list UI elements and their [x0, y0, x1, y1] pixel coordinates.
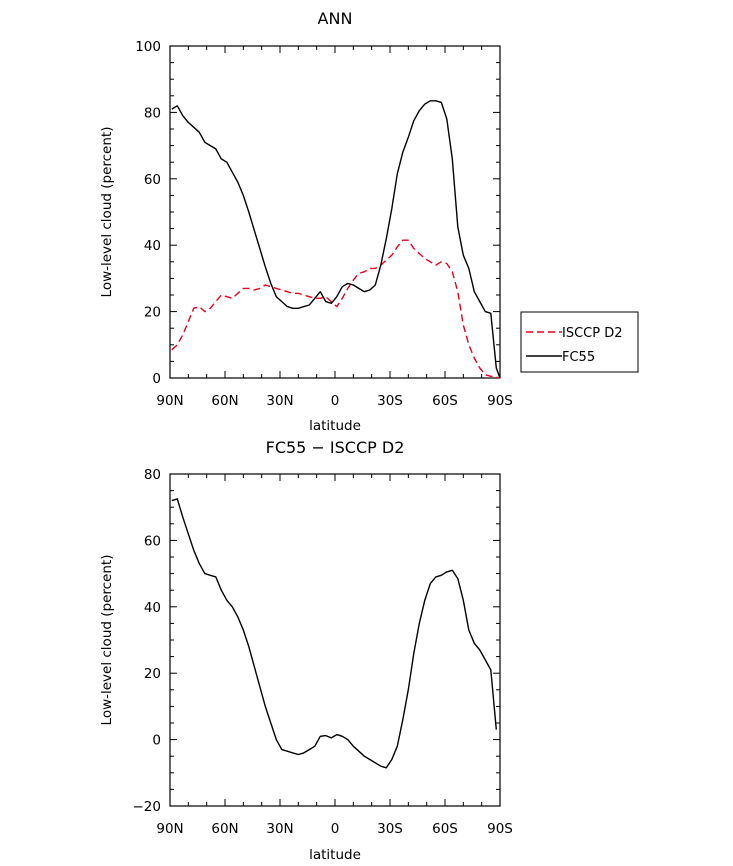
top-chart-xlabel: latitude: [309, 418, 361, 434]
bottom-y-tick-label: 40: [144, 600, 161, 616]
bottom-chart-ticks: 90N 60N 30N 0 30S 60S 90S −20 0 20 40 60 80: [133, 467, 513, 837]
bottom-chart-title: FC55 − ISCCP D2: [266, 438, 405, 457]
bottom-y-tick-label: 0: [152, 733, 161, 749]
top-x-tick-label: 0: [331, 393, 340, 409]
top-series-line-isccp-d2: [171, 239, 501, 379]
bottom-x-tick-label: 0: [331, 821, 340, 837]
top-series-line-fc55: [171, 100, 501, 379]
top-chart-frame: [169, 45, 501, 379]
bottom-x-tick-label: 30N: [266, 821, 293, 837]
top-x-tick-label: 30S: [377, 393, 403, 409]
bottom-chart-xlabel: latitude: [309, 847, 361, 863]
top-y-tick-label: 100: [135, 39, 161, 55]
bottom-x-tick-label: 30S: [377, 821, 403, 837]
top-chart-panel: ANN 90N 60N 30N 0 30S 60S 90S 0 20 40 60 80 100 lati…: [99, 9, 639, 434]
top-x-tick-label: 90N: [156, 393, 183, 409]
bottom-series-line-difference: [171, 498, 497, 769]
bottom-y-tick-label: −20: [133, 799, 162, 815]
top-chart-title: ANN: [318, 9, 353, 28]
top-x-tick-label: 90S: [487, 393, 513, 409]
bottom-chart-panel: FC55 − ISCCP D2 90N 60N 30N 0 30S 60S 90S −20 0 2…: [99, 438, 513, 863]
legend-label-fc55: FC55: [562, 350, 595, 365]
top-x-tick-label: 60S: [432, 393, 458, 409]
bottom-chart-series: [171, 498, 497, 769]
top-x-tick-label: 30N: [266, 393, 293, 409]
top-y-tick-label: 60: [144, 172, 161, 188]
top-y-tick-label: 40: [144, 238, 161, 254]
bottom-chart-ylabel: Low-level cloud (percent): [99, 555, 115, 726]
bottom-x-tick-label: 90S: [487, 821, 513, 837]
legend-box: [520, 311, 639, 373]
bottom-y-tick-label: 80: [144, 467, 161, 483]
bottom-x-tick-label: 90N: [156, 821, 183, 837]
legend: ISCCP D2 FC55: [520, 311, 639, 373]
top-chart-ticks: 90N 60N 30N 0 30S 60S 90S 0 20 40 60 80 100: [135, 39, 513, 409]
bottom-y-tick-label: 20: [144, 666, 161, 682]
top-y-tick-label: 80: [144, 105, 161, 121]
bottom-y-tick-label: 60: [144, 533, 161, 549]
legend-label-isccp-d2: ISCCP D2: [562, 326, 623, 341]
top-y-tick-label: 0: [152, 371, 161, 387]
top-x-tick-label: 60N: [211, 393, 238, 409]
bottom-x-tick-label: 60S: [432, 821, 458, 837]
bottom-x-tick-label: 60N: [211, 821, 238, 837]
top-chart-ylabel: Low-level cloud (percent): [99, 127, 115, 298]
bottom-chart-frame: [169, 473, 501, 807]
top-y-tick-label: 20: [144, 305, 161, 321]
top-chart-series: [171, 100, 501, 379]
